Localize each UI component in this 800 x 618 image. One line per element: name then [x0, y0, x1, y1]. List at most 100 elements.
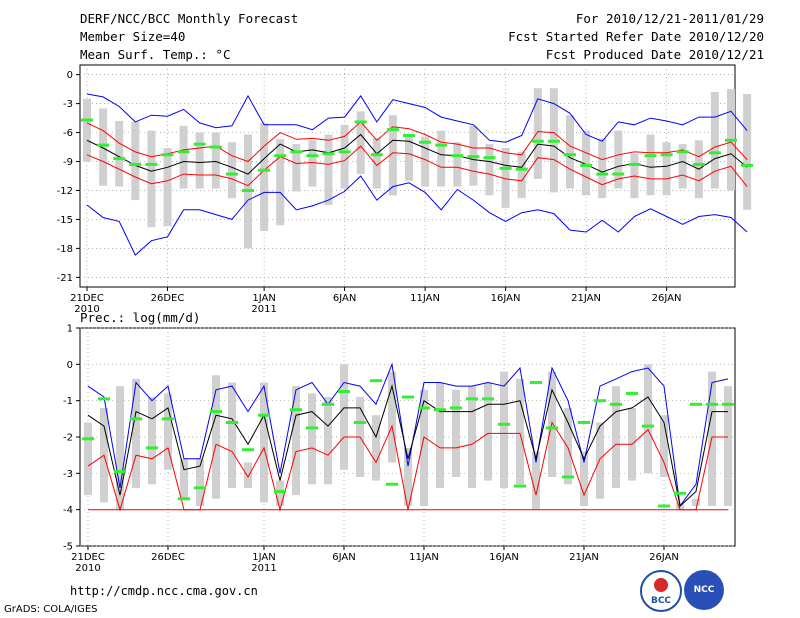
forecast-period: For 2010/12/21-2011/01/29	[575, 11, 764, 26]
ensemble-range-box	[163, 148, 172, 227]
y-tick-label: 0	[67, 70, 73, 81]
observed-marker	[451, 154, 464, 158]
observed-marker	[722, 402, 734, 406]
ensemble-range-box	[388, 371, 396, 463]
x-tick-label: 1JAN	[252, 293, 275, 304]
ensemble-range-box	[710, 92, 719, 189]
observed-marker	[562, 475, 574, 479]
ensemble-range-box	[453, 142, 462, 187]
ensemble-range-box	[582, 130, 591, 196]
observed-marker	[610, 402, 622, 406]
ensemble-range-box	[420, 389, 428, 507]
observed-marker	[564, 153, 576, 157]
ensemble-range-box	[372, 415, 380, 481]
ensemble-range-box	[580, 451, 588, 507]
observed-marker	[578, 420, 590, 424]
x-tick-label: 21JAN	[569, 552, 599, 563]
observed-marker	[628, 162, 641, 166]
ensemble-range-box	[405, 134, 413, 181]
ensemble-range-box	[83, 98, 91, 162]
observed-marker	[306, 154, 319, 158]
ensemble-range-box	[484, 382, 492, 481]
observed-marker	[580, 163, 593, 167]
ensemble-range-box	[437, 130, 446, 187]
y-tick-label: -12	[57, 186, 73, 197]
ensemble-range-box	[324, 134, 333, 205]
observed-marker	[194, 486, 206, 490]
member-size: Member Size=40	[80, 29, 186, 44]
upper-spread-line	[87, 362, 729, 508]
y-tick-label: -5	[63, 542, 73, 553]
ensemble-range-box	[421, 136, 430, 187]
y-tick-label: -6	[63, 128, 73, 139]
observed-marker	[498, 422, 510, 426]
ensemble-range-box	[195, 132, 204, 189]
x-tick-label: 26JAN	[649, 552, 679, 563]
observed-marker	[113, 157, 126, 161]
ensemble-range-box	[228, 382, 236, 488]
observed-marker	[114, 470, 126, 474]
footer-url[interactable]: http://cmdp.ncc.cma.gov.cn	[70, 584, 258, 598]
x-tick-label: 16JAN	[489, 552, 519, 563]
observed-marker	[515, 167, 528, 171]
observed-marker	[370, 153, 383, 157]
ensemble-range-box	[164, 393, 172, 470]
ensemble-range-box	[532, 451, 540, 510]
observed-marker	[98, 397, 110, 401]
ensemble-range-box	[244, 462, 252, 488]
observed-marker	[97, 143, 110, 147]
ensemble-range-box	[485, 144, 494, 196]
y-tick-label: -3	[63, 469, 73, 480]
ensemble-range-box	[147, 130, 156, 228]
ensemble-range-box	[660, 415, 668, 477]
x-tick-label: 11JAN	[410, 293, 440, 304]
observed-marker	[338, 150, 351, 154]
ensemble-range-box	[388, 115, 397, 196]
precip-label: Prec.: log(mm/d)	[80, 310, 201, 325]
y-tick-label: -1	[63, 396, 73, 407]
observed-marker	[386, 128, 399, 132]
observed-marker	[274, 154, 287, 158]
ensemble-range-box	[612, 386, 620, 488]
ensemble-range-box	[196, 458, 204, 507]
y-tick-label: -2	[63, 433, 73, 444]
observed-marker	[626, 391, 638, 395]
observed-marker	[258, 413, 270, 417]
ensemble-range-box	[517, 151, 526, 199]
ensemble-range-box	[743, 93, 752, 210]
ensemble-range-box	[340, 364, 348, 470]
observed-marker	[612, 172, 625, 176]
ensemble-range-box	[84, 422, 92, 496]
observed-marker	[514, 484, 526, 488]
lower-spread-line	[86, 145, 748, 187]
observed-marker	[242, 188, 254, 192]
observed-marker	[483, 156, 496, 160]
ensemble-range-box	[276, 480, 284, 507]
ensemble-range-box	[99, 108, 108, 186]
ensemble-range-box	[404, 447, 412, 507]
observed-marker	[161, 153, 174, 157]
observed-marker	[258, 168, 271, 172]
ensemble-range-box	[678, 144, 687, 189]
y-tick-label: -4	[63, 505, 73, 516]
observed-marker	[450, 406, 462, 410]
x-tick-label: 6JAN	[332, 552, 355, 563]
variable-label: Mean Surf. Temp.: °C	[80, 47, 231, 62]
observed-marker	[290, 408, 302, 412]
observed-marker	[306, 426, 318, 430]
ensemble-mean-line	[87, 384, 728, 507]
observed-marker	[692, 162, 705, 166]
y-tick-label: 0	[67, 360, 73, 371]
observed-marker	[322, 402, 334, 406]
observed-marker	[419, 140, 432, 144]
observed-marker	[193, 142, 206, 146]
observed-marker	[242, 448, 254, 452]
observed-marker	[482, 397, 494, 401]
ensemble-range-box	[436, 382, 444, 488]
ensemble-range-box	[500, 371, 508, 488]
start-date: Fcst Started Refer Date 2010/12/20	[508, 29, 764, 44]
x-tick-label: 26DEC	[151, 293, 185, 304]
chart-title: DERF/NCC/BCC Monthly Forecast	[80, 11, 299, 26]
observed-marker	[370, 379, 382, 383]
